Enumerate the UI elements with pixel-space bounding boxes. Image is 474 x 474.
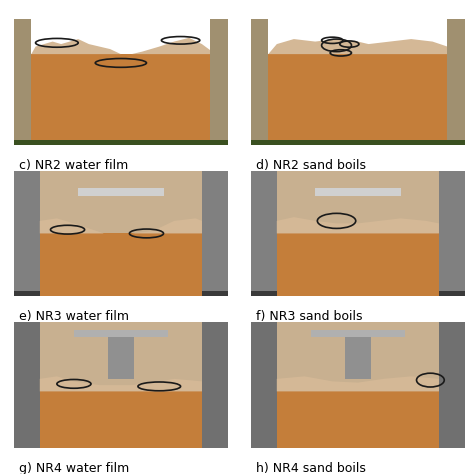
Text: e) NR3 water film: e) NR3 water film — [19, 310, 129, 323]
Bar — [202, 322, 228, 448]
Bar — [447, 19, 465, 145]
Bar — [251, 139, 465, 145]
Bar — [439, 171, 465, 296]
Bar — [251, 19, 268, 145]
Text: h) NR4 sand boils: h) NR4 sand boils — [256, 462, 366, 474]
Text: d) NR2 sand boils: d) NR2 sand boils — [256, 159, 366, 172]
Bar — [345, 335, 371, 379]
Bar — [40, 392, 202, 448]
Bar — [251, 322, 277, 448]
Bar — [210, 19, 228, 145]
Text: c) NR2 water film: c) NR2 water film — [19, 159, 128, 172]
Polygon shape — [277, 376, 439, 392]
Bar — [31, 54, 210, 145]
Bar — [14, 19, 31, 145]
Bar — [202, 171, 228, 296]
Bar — [14, 322, 40, 448]
Bar — [14, 171, 40, 296]
Bar — [14, 291, 228, 296]
Text: f) NR3 sand boils: f) NR3 sand boils — [256, 310, 363, 323]
Bar — [439, 322, 465, 448]
Bar — [311, 330, 405, 337]
Bar — [315, 188, 401, 196]
Polygon shape — [40, 219, 202, 234]
Bar — [277, 392, 439, 448]
Bar — [40, 234, 202, 296]
Bar — [268, 54, 447, 145]
Bar — [277, 234, 439, 296]
Bar — [14, 139, 228, 145]
Bar — [251, 171, 277, 296]
Bar — [251, 291, 465, 296]
Polygon shape — [31, 38, 210, 54]
Polygon shape — [40, 376, 202, 392]
Polygon shape — [268, 39, 447, 54]
Bar — [78, 188, 164, 196]
Bar — [74, 330, 168, 337]
Text: g) NR4 water film: g) NR4 water film — [19, 462, 129, 474]
Bar — [108, 335, 134, 379]
Polygon shape — [277, 217, 439, 234]
